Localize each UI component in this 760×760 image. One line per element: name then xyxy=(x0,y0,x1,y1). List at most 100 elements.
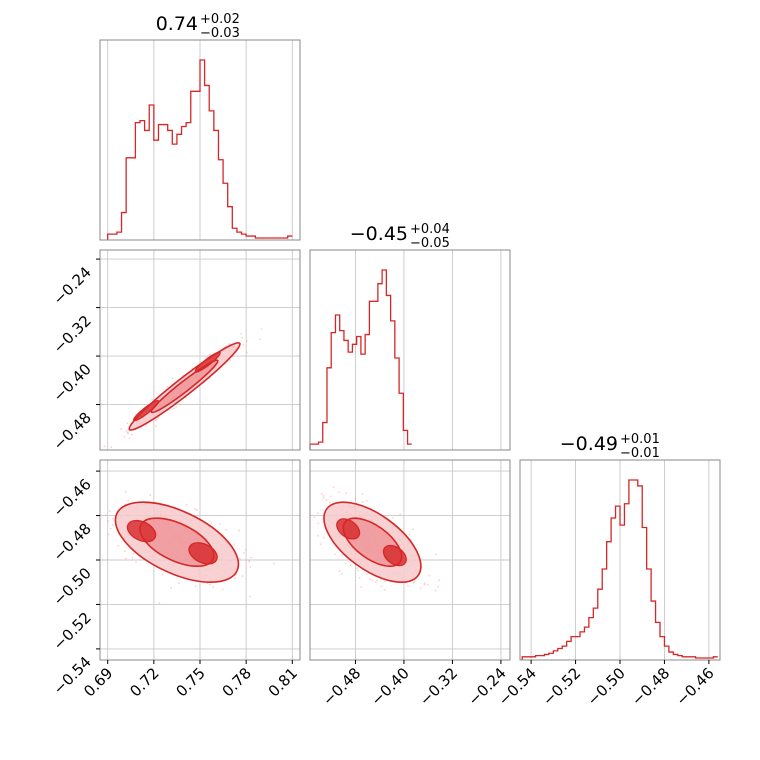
sample-point xyxy=(232,543,235,545)
contour-peak xyxy=(132,399,160,422)
sample-point xyxy=(340,573,343,575)
sample-point xyxy=(131,433,133,436)
sample-point xyxy=(383,589,386,592)
hist-frame-1 xyxy=(99,39,301,241)
sample-point xyxy=(322,495,325,497)
sample-point xyxy=(423,583,426,586)
sample-point xyxy=(317,535,320,537)
sample-point xyxy=(380,585,383,588)
sample-point xyxy=(345,492,347,495)
frames-layer xyxy=(96,39,721,664)
sample-point xyxy=(210,521,213,524)
panel-frame-1 xyxy=(99,249,301,451)
y-tick-label: −0.48 xyxy=(50,520,95,565)
sample-point xyxy=(357,569,359,572)
sample-point xyxy=(399,513,402,516)
sample-point xyxy=(371,579,374,582)
x-tick-label: −0.52 xyxy=(539,664,584,709)
sample-point xyxy=(194,507,197,510)
sample-point xyxy=(360,586,363,588)
sample-point xyxy=(245,351,248,354)
sample-point xyxy=(376,579,379,582)
sample-point xyxy=(320,492,323,495)
sample-point xyxy=(158,602,161,604)
sample-point xyxy=(358,576,361,579)
x-tick-label: −0.32 xyxy=(416,664,461,709)
y-tick-label: −0.50 xyxy=(50,564,95,609)
sample-point xyxy=(408,533,411,536)
sample-point xyxy=(248,560,251,563)
sample-point xyxy=(249,565,252,568)
sample-point xyxy=(238,557,241,560)
sample-point xyxy=(428,574,431,577)
contour-level-2 xyxy=(150,359,219,414)
sample-point xyxy=(170,586,172,589)
sample-point xyxy=(244,549,247,551)
contour-peak xyxy=(336,518,361,540)
sample-point xyxy=(123,435,126,438)
sample-point xyxy=(126,422,129,425)
sample-point xyxy=(419,587,422,590)
sample-point xyxy=(178,582,180,585)
sample-point xyxy=(104,514,107,517)
x-tick-label: 0.75 xyxy=(172,664,208,700)
y-tick-label: −0.46 xyxy=(50,475,95,520)
sample-point xyxy=(365,500,368,502)
sample-point xyxy=(120,428,123,431)
sample-point xyxy=(225,528,228,531)
sample-point xyxy=(149,494,152,497)
sample-point xyxy=(175,405,177,408)
x-tick-label: 0.72 xyxy=(126,664,162,700)
sample-point xyxy=(161,573,164,576)
marks-layer xyxy=(103,59,718,660)
sample-point xyxy=(131,557,134,559)
sample-point xyxy=(438,579,441,582)
sample-point xyxy=(155,419,157,422)
sample-point xyxy=(365,573,368,576)
param-title-value-1: 0.74 xyxy=(156,13,198,35)
sample-point xyxy=(437,585,440,588)
sample-point xyxy=(151,398,153,401)
param-title-lower-3: −0.01 xyxy=(620,446,660,461)
sample-point xyxy=(229,359,231,362)
histogram-1 xyxy=(107,59,293,240)
sample-point xyxy=(325,499,328,502)
param-title-lower-1: −0.03 xyxy=(200,26,240,41)
y-tick-label: −0.48 xyxy=(50,409,95,454)
sample-point xyxy=(332,486,335,489)
sample-point xyxy=(208,354,211,356)
sample-point xyxy=(328,501,331,504)
sample-point xyxy=(127,499,130,502)
param-title-value-3: −0.49 xyxy=(560,433,618,455)
sample-point xyxy=(219,522,222,525)
sample-point xyxy=(124,557,127,560)
sample-point xyxy=(323,536,325,539)
sample-point xyxy=(241,575,244,578)
y-tick-label: −0.52 xyxy=(50,609,95,654)
sample-point xyxy=(329,495,332,498)
x-tick-label: −0.50 xyxy=(584,664,629,709)
contour-peak xyxy=(188,542,218,565)
sample-point xyxy=(361,501,364,503)
x-tick-label: 0.78 xyxy=(219,664,255,700)
sample-point xyxy=(344,562,347,565)
sample-point xyxy=(124,490,127,493)
sample-point xyxy=(240,332,243,335)
contour-peak xyxy=(126,519,157,543)
sample-point xyxy=(234,577,236,580)
contour-peak xyxy=(194,351,221,373)
contour-peak xyxy=(382,544,407,567)
sample-point xyxy=(361,493,364,495)
sample-point xyxy=(209,583,211,586)
sample-point xyxy=(356,567,358,570)
y-tick-label: −0.32 xyxy=(50,312,95,357)
sample-point xyxy=(185,503,188,506)
sample-point xyxy=(109,510,112,513)
histogram-3 xyxy=(521,479,718,660)
sample-point xyxy=(206,356,208,358)
sample-point xyxy=(111,524,114,527)
sample-point xyxy=(426,583,429,586)
sample-point xyxy=(241,336,244,339)
sample-point xyxy=(228,343,230,346)
sample-point xyxy=(435,553,437,556)
